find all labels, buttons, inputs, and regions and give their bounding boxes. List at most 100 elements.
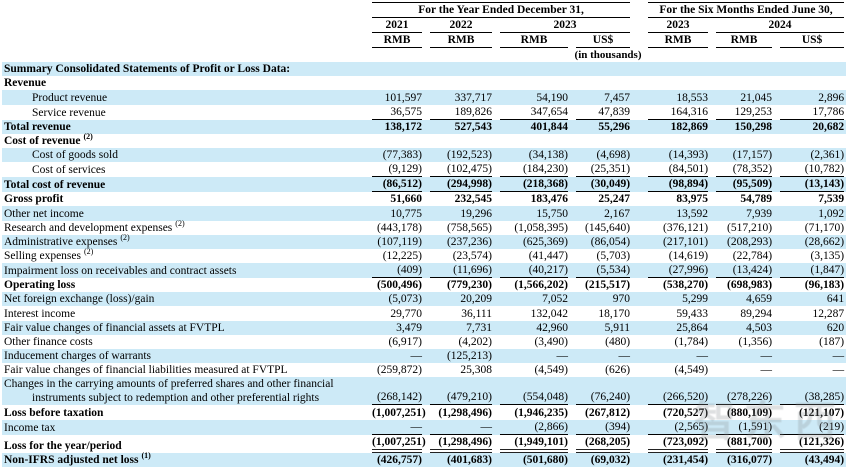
table-cell — [570, 76, 632, 90]
table-cell: 7,052 — [494, 292, 570, 307]
table-cell: (41,447) — [528, 250, 568, 263]
table-cell: (720,527) — [663, 406, 709, 419]
table-cell: 83,975 — [676, 193, 709, 206]
label-column-header — [2, 2, 366, 18]
row-label: Revenue — [4, 77, 47, 90]
table-cell: 4,503 — [710, 320, 775, 335]
table-cell: (5,073) — [366, 292, 424, 307]
table-cell: 54,789 — [740, 193, 773, 206]
footnote-ref: (2) — [173, 218, 185, 228]
column-spacer — [632, 292, 643, 307]
table-cell: 970 — [570, 292, 633, 307]
table-cell: — — [642, 349, 711, 364]
year-2021: 2021 — [366, 18, 424, 33]
table-cell: (4,202) — [458, 336, 492, 348]
table-cell: (4,549) — [674, 364, 709, 377]
table-header: For the Year Ended December 31, For the … — [2, 2, 846, 62]
table-cell: (40,217) — [494, 263, 570, 279]
table-cell: 29,770 — [390, 307, 422, 320]
table-cell — [570, 62, 633, 77]
footnote-ref: (2) — [118, 233, 130, 243]
column-spacer — [632, 263, 643, 279]
table-cell: — — [494, 349, 570, 364]
table-cell: (98,894) — [642, 177, 711, 193]
column-spacer — [632, 162, 642, 177]
table-cell — [774, 134, 846, 148]
table-cell: (208,293) — [710, 234, 775, 249]
table-cell: (12,225) — [382, 250, 422, 263]
column-spacer — [632, 90, 643, 105]
row-label: Other finance costs — [4, 336, 93, 348]
row-label: Impairment loss on receivables and contr… — [2, 263, 366, 279]
column-spacer — [632, 306, 642, 320]
table-cell: (125,213) — [424, 349, 494, 364]
table-cell: 132,042 — [530, 307, 568, 320]
column-spacer — [632, 335, 642, 349]
table-cell: 527,543 — [424, 119, 494, 134]
table-cell: (11,696) — [424, 263, 494, 279]
table-cell: (217,101) — [642, 234, 711, 249]
table-cell: (22,784) — [732, 250, 773, 263]
table-cell: (13,424) — [710, 263, 775, 279]
table-cell — [642, 76, 710, 90]
table-row: Research and development expenses (2) (44… — [2, 218, 846, 235]
column-spacer — [632, 221, 642, 235]
table-cell: (23,574) — [452, 250, 492, 263]
table-cell: (107,119) — [366, 234, 424, 249]
table-cell: (1,949,101) — [494, 435, 570, 453]
table-row: Changes in the carrying amounts of prefe… — [2, 377, 847, 406]
table-cell: (479,210) — [424, 377, 494, 406]
year-group-label: For the Year Ended December 31, — [372, 2, 631, 18]
table-cell: (4,549) — [534, 364, 568, 377]
table-cell: (76,240) — [570, 377, 633, 406]
table-cell: 183,476 — [530, 193, 568, 206]
table-cell: (1,847) — [774, 263, 847, 279]
table-row: Impairment loss on receivables and contr… — [2, 263, 847, 279]
table-row: Selling expenses (2) (12,225) (23,574) (41,… — [2, 247, 846, 263]
footnote-ref: (2) — [81, 247, 94, 257]
table-cell: 337,717 — [424, 90, 494, 105]
row-label: Selling expenses (2) — [4, 247, 94, 263]
year-2022: 2022 — [424, 18, 494, 33]
column-spacer — [632, 206, 643, 221]
table-cell: 150,298 — [710, 119, 775, 134]
table-cell: (376,121) — [663, 221, 709, 234]
table-cell: (2,361) — [774, 147, 847, 163]
table-cell: 59,433 — [676, 307, 709, 320]
table-cell: (78,352) — [710, 162, 774, 178]
table-cell — [642, 62, 711, 77]
table-row: Other net income 10,775 19,296 15,750 2,167 1… — [2, 206, 847, 221]
table-row: Fair value changes of financial liabilit… — [2, 363, 846, 377]
table-cell: 12,287 — [812, 307, 845, 320]
table-cell: 1,092 — [774, 206, 847, 221]
table-cell: 25,308 — [460, 364, 492, 377]
column-spacer — [632, 435, 642, 453]
table-cell: (30,049) — [570, 177, 633, 193]
table-cell: 101,597 — [366, 90, 424, 105]
row-label: Operating loss — [4, 279, 76, 292]
table-row: Income tax — — (2,866) (394) (2,565) (1,591) (2… — [2, 419, 847, 435]
table-cell — [424, 76, 494, 90]
year-2023: 2023 — [494, 18, 632, 33]
table-cell: (538,270) — [663, 279, 709, 292]
column-spacer — [632, 249, 642, 263]
table-cell — [366, 76, 424, 90]
table-cell: 51,660 — [390, 193, 422, 206]
table-row: Service revenue 36,575 189,826 347,654 47,83… — [2, 105, 846, 120]
table-row: Total revenue 138,172 527,543 401,844 55,296… — [2, 119, 847, 134]
table-cell — [642, 134, 710, 148]
table-cell: — — [570, 349, 633, 364]
table-cell: (215,517) — [585, 279, 631, 292]
table-cell: (409) — [366, 263, 424, 279]
column-spacer — [632, 363, 642, 377]
table-row: Loss for the year/period (1,007,251) (1,29… — [2, 435, 846, 453]
table-row: Administrative expenses (2) (107,119) (237… — [2, 233, 847, 249]
table-row: Cost of services (9,129) (102,475) (184,230… — [2, 162, 846, 178]
row-label: Gross profit — [4, 193, 64, 206]
column-spacer — [632, 177, 643, 193]
row-label: Fair value changes of financial liabilit… — [4, 364, 288, 377]
table-cell: 138,172 — [366, 119, 424, 134]
table-cell: 5,911 — [570, 320, 633, 335]
table-cell: (237,236) — [424, 234, 494, 249]
table-cell: (443,178) — [376, 221, 422, 234]
